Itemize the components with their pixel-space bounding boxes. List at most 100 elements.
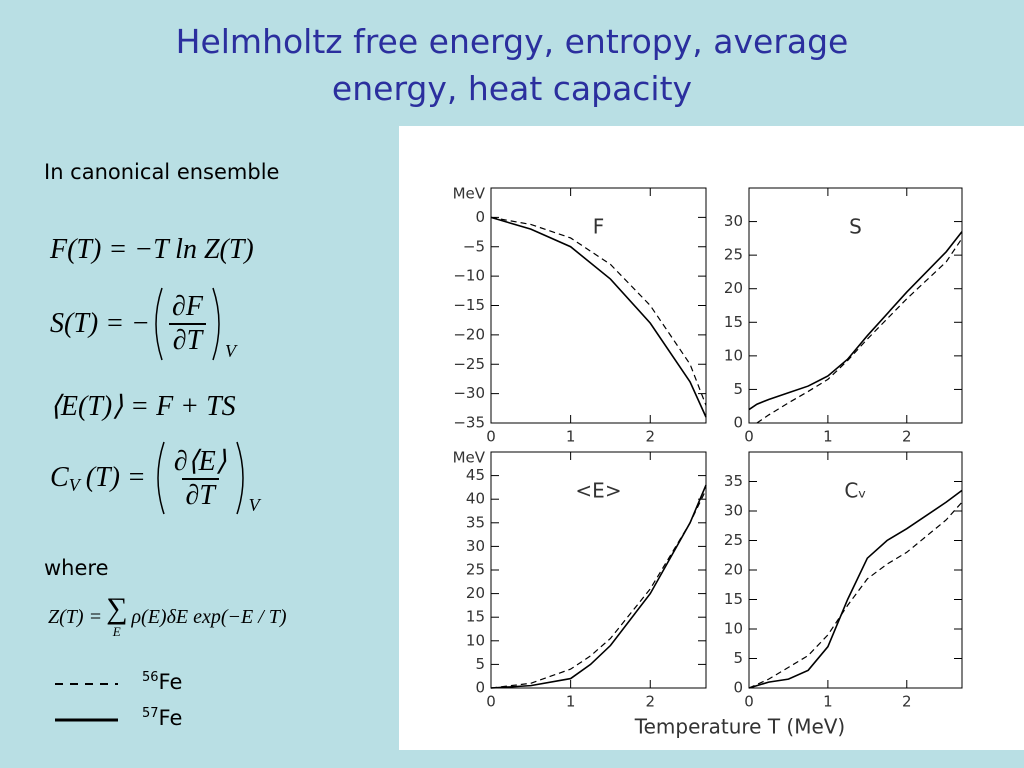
formula-text: ρ(E)δE exp(−E / T) xyxy=(131,605,287,628)
panel-label: S xyxy=(849,215,862,239)
y-tick-label: 20 xyxy=(724,561,743,579)
y-tick-label: 25 xyxy=(724,246,743,264)
y-tick-label: −20 xyxy=(453,325,485,343)
sum-index: E xyxy=(112,624,121,639)
x-axis-label: Temperature T (MeV) xyxy=(634,715,845,739)
y-tick-label: 0 xyxy=(475,208,485,226)
y-tick-label: 0 xyxy=(475,679,485,697)
formula-text: C xyxy=(50,462,69,493)
subscript: V xyxy=(68,474,80,495)
legend-element: Fe xyxy=(158,706,183,730)
y-tick-label: 0 xyxy=(733,414,743,432)
formula: Z(T) = ∑ E ρ(E)δE exp(−E / T) xyxy=(48,594,287,640)
y-tick-label: −30 xyxy=(453,384,485,402)
denominator: ∂T xyxy=(181,478,219,512)
formula: S(T) = − ∂F ∂T V xyxy=(50,286,236,362)
chart-background xyxy=(399,126,1024,750)
sum-symbol: ∑ xyxy=(106,592,128,625)
x-tick-label: 1 xyxy=(566,693,576,711)
x-tick-label: 0 xyxy=(486,693,496,711)
fraction: ∂F ∂T xyxy=(168,291,207,357)
y-tick-label: 10 xyxy=(466,631,485,649)
panel-label: <E> xyxy=(575,479,621,503)
denominator: ∂T xyxy=(168,323,207,357)
y-tick-label: 15 xyxy=(724,590,743,608)
y-tick-label: 30 xyxy=(724,502,743,520)
paren xyxy=(235,441,244,515)
y-tick-label: 10 xyxy=(724,620,743,638)
subscript: V xyxy=(224,341,236,361)
series-line xyxy=(756,238,963,424)
series-line xyxy=(490,216,707,406)
y-tick-label: −10 xyxy=(453,267,485,285)
y-tick-label: 15 xyxy=(724,313,743,331)
legend-entry: 57Fe xyxy=(142,706,182,730)
plot-frame xyxy=(748,187,963,424)
y-tick-label: 20 xyxy=(466,584,485,602)
subtitle: In canonical ensemble xyxy=(44,160,280,184)
x-tick-label: 2 xyxy=(645,693,655,711)
series-line xyxy=(748,231,963,411)
formula-text: Z(T) = xyxy=(48,605,103,628)
formula-text: F(T) = −T ln Z(T) xyxy=(50,234,254,265)
x-tick-label: 1 xyxy=(566,428,576,446)
numerator: ∂⟨E⟩ xyxy=(173,446,227,477)
y-tick-label: 40 xyxy=(466,490,485,508)
y-tick-label: 30 xyxy=(466,537,485,555)
y-unit-label: MeV xyxy=(453,449,486,467)
formula: ⟨E(T)⟩ = F + TS xyxy=(50,389,236,423)
y-tick-label: 35 xyxy=(724,472,743,490)
where-label: where xyxy=(44,556,109,580)
formula: C V (T) = ∂⟨E⟩ ∂T V xyxy=(50,440,260,516)
formula-text: S(T) = − xyxy=(50,308,151,339)
y-tick-label: 25 xyxy=(724,531,743,549)
formula-text: ⟨E(T)⟩ = F + TS xyxy=(50,391,236,422)
x-tick-label: 1 xyxy=(823,693,833,711)
sum: ∑ E xyxy=(106,594,127,640)
numerator: ∂F xyxy=(172,291,203,322)
y-unit-label: MeV xyxy=(453,185,486,203)
y-tick-label: 5 xyxy=(733,649,743,667)
x-tick-label: 2 xyxy=(902,428,912,446)
paren xyxy=(157,441,165,515)
paren xyxy=(155,287,163,361)
x-tick-label: 1 xyxy=(823,428,833,446)
series-line xyxy=(490,484,707,689)
y-tick-label: −25 xyxy=(453,355,485,373)
x-tick-label: 0 xyxy=(486,428,496,446)
x-tick-label: 2 xyxy=(645,428,655,446)
x-tick-label: 0 xyxy=(744,693,754,711)
legend-element: Fe xyxy=(158,670,183,694)
y-tick-label: −35 xyxy=(453,414,485,432)
legend-mass: 57 xyxy=(142,706,159,721)
legend-entry: 56Fe xyxy=(142,670,182,694)
y-tick-label: 5 xyxy=(475,655,485,673)
y-tick-label: 20 xyxy=(724,279,743,297)
x-tick-label: 0 xyxy=(744,428,754,446)
y-tick-label: 15 xyxy=(466,608,485,626)
title-line: Helmholtz free energy, entropy, average xyxy=(175,22,849,61)
legend-mass: 56 xyxy=(142,670,159,685)
formula: F(T) = −T ln Z(T) xyxy=(50,234,254,266)
panel-label: F xyxy=(593,215,605,239)
y-tick-label: 45 xyxy=(466,466,485,484)
panel-label: Cᵥ xyxy=(844,479,866,503)
y-tick-label: 35 xyxy=(466,513,485,531)
y-tick-label: −5 xyxy=(463,237,485,255)
series-line xyxy=(748,489,963,689)
subscript: V xyxy=(248,495,260,515)
formula-text: (T) = xyxy=(85,462,146,493)
paren xyxy=(212,287,220,361)
series-line xyxy=(490,216,707,418)
y-tick-label: 30 xyxy=(724,212,743,230)
y-tick-label: 10 xyxy=(724,346,743,364)
y-tick-label: 5 xyxy=(733,380,743,398)
y-tick-label: 25 xyxy=(466,561,485,579)
fraction: ∂⟨E⟩ ∂T xyxy=(170,444,231,512)
y-tick-label: −15 xyxy=(453,296,485,314)
series-line xyxy=(748,501,963,689)
title-line: energy, heat capacity xyxy=(331,69,693,108)
x-tick-label: 2 xyxy=(902,693,912,711)
